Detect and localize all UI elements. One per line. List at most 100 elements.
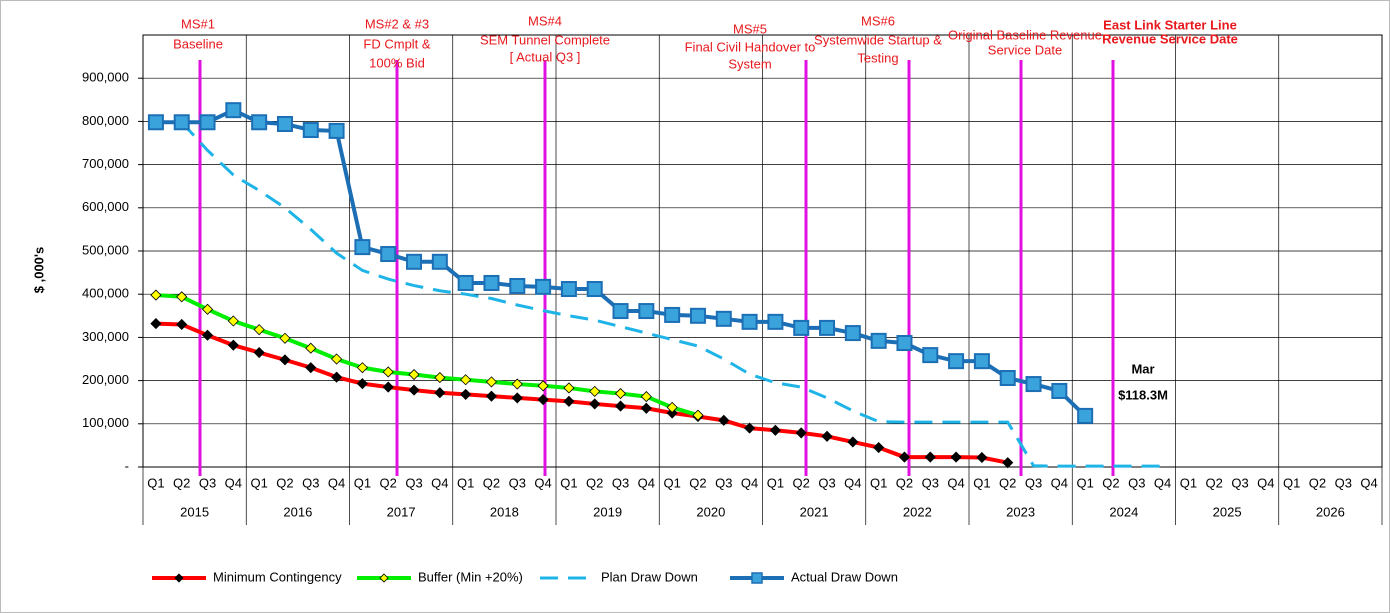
x-tick-label: Q3	[922, 475, 939, 490]
y-axis-label: $ ,000's	[31, 247, 46, 293]
milestone-label: East Link Starter Line	[1103, 17, 1237, 32]
y-tick-label: 100,000	[82, 415, 129, 430]
series	[150, 289, 704, 421]
legend-marker	[379, 573, 389, 583]
marker	[640, 391, 652, 403]
milestone-label: Systemwide Startup &	[814, 32, 942, 47]
marker	[586, 281, 603, 298]
marker	[870, 332, 887, 349]
year-label: 2019	[593, 504, 622, 519]
x-tick-label: Q1	[457, 475, 474, 490]
marker	[664, 306, 681, 323]
marker	[560, 281, 577, 298]
x-tick-label: Q4	[1154, 475, 1171, 490]
year-label: 2017	[387, 504, 416, 519]
y-tick-label: 500,000	[82, 242, 129, 257]
marker	[1002, 457, 1014, 469]
marker	[408, 368, 420, 381]
marker	[976, 451, 988, 464]
x-tick-label: Q2	[173, 475, 190, 490]
x-tick-label: Q1	[870, 475, 887, 490]
milestone-label: Revenue Service Date	[1102, 31, 1238, 46]
marker	[460, 388, 472, 400]
marker	[1051, 382, 1068, 399]
marker	[509, 277, 526, 294]
y-tick-label: -	[125, 458, 129, 473]
x-tick-label: Q4	[431, 475, 448, 490]
marker	[434, 387, 446, 399]
x-tick-label: Q2	[793, 475, 810, 490]
x-tick-label: Q2	[483, 475, 500, 490]
marker	[201, 303, 214, 315]
marker	[225, 102, 242, 119]
series	[180, 121, 1163, 468]
x-tick-label: Q4	[1257, 475, 1274, 490]
legend-label: Plan Draw Down	[601, 569, 698, 584]
marker	[483, 274, 500, 291]
x-tick-label: Q3	[302, 475, 319, 490]
marker	[535, 278, 552, 295]
x-tick-label: Q3	[818, 475, 835, 490]
x-tick-label: Q1	[1076, 475, 1093, 490]
marker	[847, 436, 859, 448]
x-tick-label: Q2	[999, 475, 1016, 490]
marker	[715, 310, 732, 327]
x-tick-label: Q1	[1283, 475, 1300, 490]
marker	[460, 374, 472, 386]
marker	[537, 394, 549, 406]
marker	[589, 385, 601, 397]
marker	[176, 318, 188, 331]
x-tick-label: Q2	[896, 475, 913, 490]
marker	[485, 376, 498, 388]
milestone-label: MS#1	[181, 16, 215, 31]
callout: $118.3M	[1118, 387, 1168, 402]
marker	[173, 114, 190, 131]
marker	[1077, 407, 1094, 424]
milestone-label: System	[728, 56, 771, 71]
marker	[253, 346, 265, 359]
year-label: 2016	[283, 504, 312, 519]
year-label: 2023	[1006, 504, 1035, 519]
marker	[408, 384, 420, 396]
marker	[150, 289, 162, 301]
marker	[795, 427, 807, 439]
x-tick-label: Q4	[1360, 475, 1377, 490]
x-tick-label: Q4	[844, 475, 861, 490]
marker	[199, 114, 216, 131]
marker	[612, 303, 629, 320]
milestone-label: Testing	[857, 50, 898, 65]
marker	[896, 335, 913, 352]
x-tick-label: Q1	[767, 475, 784, 490]
marker	[1025, 376, 1042, 393]
series-line	[180, 121, 1163, 468]
marker	[251, 114, 268, 131]
marker	[692, 409, 704, 421]
marker	[793, 319, 810, 336]
marker	[511, 392, 523, 404]
marker	[844, 325, 861, 342]
marker	[666, 401, 678, 413]
marker	[767, 313, 784, 330]
series	[150, 318, 1014, 469]
x-tick-label: Q4	[947, 475, 964, 490]
x-tick-label: Q3	[1128, 475, 1145, 490]
y-tick-label: 700,000	[82, 156, 129, 171]
marker	[640, 402, 652, 414]
milestone-label: MS#5	[733, 21, 767, 36]
legend-marker	[174, 573, 184, 583]
marker	[227, 315, 239, 327]
marker	[898, 451, 911, 463]
x-tick-label: Q3	[612, 475, 629, 490]
legend-label: Actual Draw Down	[791, 569, 898, 584]
x-tick-label: Q2	[586, 475, 603, 490]
marker	[922, 347, 939, 364]
marker	[331, 353, 343, 365]
x-tick-label: Q4	[741, 475, 758, 490]
x-tick-label: Q2	[1309, 475, 1326, 490]
x-tick-label: Q3	[1025, 475, 1042, 490]
x-tick-label: Q1	[250, 475, 267, 490]
year-label: 2015	[180, 504, 209, 519]
year-label: 2021	[800, 504, 829, 519]
x-tick-label: Q1	[354, 475, 371, 490]
marker	[305, 362, 317, 374]
